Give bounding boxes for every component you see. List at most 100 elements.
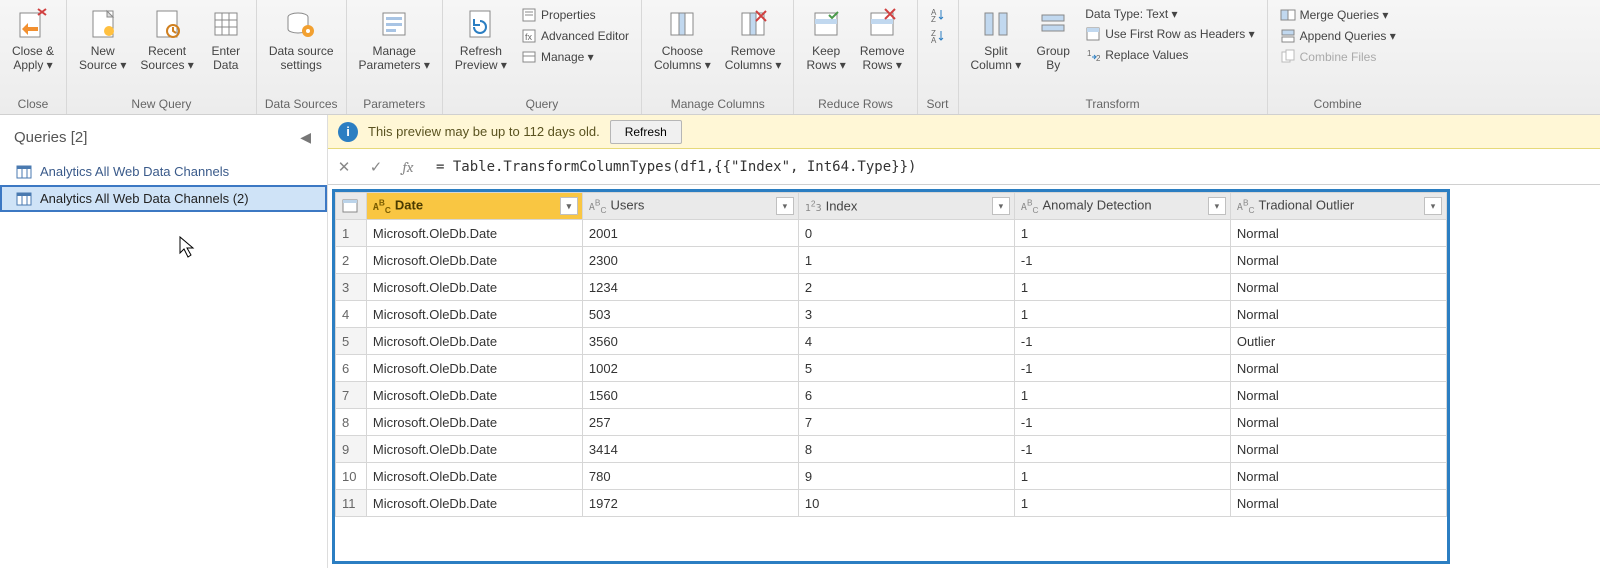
cell[interactable]: Normal (1230, 301, 1446, 328)
sort-desc-button[interactable]: ZA (928, 27, 948, 45)
cell[interactable]: 7 (798, 409, 1014, 436)
table-row[interactable]: 4Microsoft.OleDb.Date50331Normal (336, 301, 1447, 328)
remove-rows-button[interactable]: RemoveRows ▾ (854, 4, 911, 74)
column-filter-button[interactable]: ▾ (992, 197, 1010, 215)
column-filter-button[interactable]: ▾ (1424, 197, 1442, 215)
new-source-button[interactable]: NewSource ▾ (73, 4, 132, 74)
cell[interactable]: Microsoft.OleDb.Date (366, 436, 582, 463)
combine-files-button[interactable]: Combine Files (1278, 48, 1398, 66)
formula-input[interactable] (424, 159, 1600, 175)
column-header[interactable]: ABCUsers▾ (582, 193, 798, 220)
cell[interactable]: 1 (1014, 490, 1230, 517)
cell[interactable]: Microsoft.OleDb.Date (366, 301, 582, 328)
table-row[interactable]: 11Microsoft.OleDb.Date1972101Normal (336, 490, 1447, 517)
table-row[interactable]: 1Microsoft.OleDb.Date200101Normal (336, 220, 1447, 247)
cell[interactable]: 503 (582, 301, 798, 328)
cell[interactable]: 9 (798, 463, 1014, 490)
table-row[interactable]: 9Microsoft.OleDb.Date34148-1Normal (336, 436, 1447, 463)
formula-commit-button[interactable]: ✓ (360, 151, 392, 183)
grid-corner[interactable] (336, 193, 367, 220)
recent-sources-button[interactable]: RecentSources ▾ (134, 4, 199, 74)
table-row[interactable]: 5Microsoft.OleDb.Date35604-1Outlier (336, 328, 1447, 355)
column-filter-button[interactable]: ▾ (776, 197, 794, 215)
first-row-headers-button[interactable]: Use First Row as Headers ▾ (1083, 25, 1256, 43)
column-filter-button[interactable]: ▾ (560, 197, 578, 215)
column-header[interactable]: ABCDate▾ (366, 193, 582, 220)
formula-cancel-button[interactable]: ✕ (328, 151, 360, 183)
cell[interactable]: -1 (1014, 355, 1230, 382)
cell[interactable]: Normal (1230, 490, 1446, 517)
table-row[interactable]: 6Microsoft.OleDb.Date10025-1Normal (336, 355, 1447, 382)
split-column-button[interactable]: SplitColumn ▾ (965, 4, 1028, 74)
append-queries-button[interactable]: Append Queries ▾ (1278, 27, 1398, 45)
cell[interactable]: 2001 (582, 220, 798, 247)
column-filter-button[interactable]: ▾ (1208, 197, 1226, 215)
cell[interactable]: 1 (1014, 220, 1230, 247)
data-type-button[interactable]: Data Type: Text ▾ (1083, 6, 1256, 22)
cell[interactable]: Outlier (1230, 328, 1446, 355)
cell[interactable]: 2 (798, 274, 1014, 301)
manage-button[interactable]: Manage ▾ (519, 48, 631, 66)
cell[interactable]: 1234 (582, 274, 798, 301)
cell[interactable]: 257 (582, 409, 798, 436)
cell[interactable]: Microsoft.OleDb.Date (366, 463, 582, 490)
cell[interactable]: Normal (1230, 463, 1446, 490)
cell[interactable]: Microsoft.OleDb.Date (366, 247, 582, 274)
cell[interactable]: 1 (1014, 463, 1230, 490)
cell[interactable]: Microsoft.OleDb.Date (366, 490, 582, 517)
cell[interactable]: 1002 (582, 355, 798, 382)
formula-fx-button[interactable]: fx (392, 151, 424, 183)
properties-button[interactable]: Properties (519, 6, 631, 24)
cell[interactable]: 1 (798, 247, 1014, 274)
cell[interactable]: Normal (1230, 355, 1446, 382)
cell[interactable]: 2300 (582, 247, 798, 274)
cell[interactable]: 6 (798, 382, 1014, 409)
query-item[interactable]: Analytics All Web Data Channels (2) (0, 185, 327, 212)
column-header[interactable]: ABCTradional Outlier▾ (1230, 193, 1446, 220)
choose-columns-button[interactable]: ChooseColumns ▾ (648, 4, 717, 74)
cell[interactable]: 780 (582, 463, 798, 490)
cell[interactable]: 0 (798, 220, 1014, 247)
table-row[interactable]: 8Microsoft.OleDb.Date2577-1Normal (336, 409, 1447, 436)
cell[interactable]: Microsoft.OleDb.Date (366, 382, 582, 409)
enter-data-button[interactable]: EnterData (202, 4, 250, 74)
data-source-settings-button[interactable]: Data sourcesettings (263, 4, 340, 74)
group-by-button[interactable]: GroupBy (1029, 4, 1077, 74)
refresh-preview-button[interactable]: RefreshPreview ▾ (449, 4, 513, 74)
cell[interactable]: Normal (1230, 220, 1446, 247)
keep-rows-button[interactable]: KeepRows ▾ (800, 4, 851, 74)
cell[interactable]: Microsoft.OleDb.Date (366, 409, 582, 436)
query-item[interactable]: Analytics All Web Data Channels (0, 158, 327, 185)
cell[interactable]: 5 (798, 355, 1014, 382)
advanced-editor-button[interactable]: fxAdvanced Editor (519, 27, 631, 45)
sort-asc-button[interactable]: AZ (928, 6, 948, 24)
table-row[interactable]: 10Microsoft.OleDb.Date78091Normal (336, 463, 1447, 490)
cell[interactable]: Normal (1230, 274, 1446, 301)
cell[interactable]: 3560 (582, 328, 798, 355)
cell[interactable]: 1560 (582, 382, 798, 409)
replace-values-button[interactable]: 12Replace Values (1083, 46, 1256, 64)
cell[interactable]: -1 (1014, 409, 1230, 436)
notice-refresh-button[interactable]: Refresh (610, 120, 682, 144)
cell[interactable]: -1 (1014, 436, 1230, 463)
collapse-queries-button[interactable]: ◀ (294, 123, 317, 152)
cell[interactable]: -1 (1014, 328, 1230, 355)
cell[interactable]: Normal (1230, 382, 1446, 409)
cell[interactable]: 4 (798, 328, 1014, 355)
column-header[interactable]: 123Index▾ (798, 193, 1014, 220)
table-row[interactable]: 7Microsoft.OleDb.Date156061Normal (336, 382, 1447, 409)
cell[interactable]: Microsoft.OleDb.Date (366, 355, 582, 382)
manage-parameters-button[interactable]: ManageParameters ▾ (353, 4, 436, 74)
cell[interactable]: 8 (798, 436, 1014, 463)
cell[interactable]: Normal (1230, 247, 1446, 274)
merge-queries-button[interactable]: Merge Queries ▾ (1278, 6, 1398, 24)
cell[interactable]: -1 (1014, 247, 1230, 274)
column-header[interactable]: ABCAnomaly Detection▾ (1014, 193, 1230, 220)
cell[interactable]: Microsoft.OleDb.Date (366, 274, 582, 301)
cell[interactable]: 3 (798, 301, 1014, 328)
table-row[interactable]: 3Microsoft.OleDb.Date123421Normal (336, 274, 1447, 301)
cell[interactable]: 1 (1014, 274, 1230, 301)
cell[interactable]: 10 (798, 490, 1014, 517)
cell[interactable]: 1 (1014, 301, 1230, 328)
cell[interactable]: 1 (1014, 382, 1230, 409)
